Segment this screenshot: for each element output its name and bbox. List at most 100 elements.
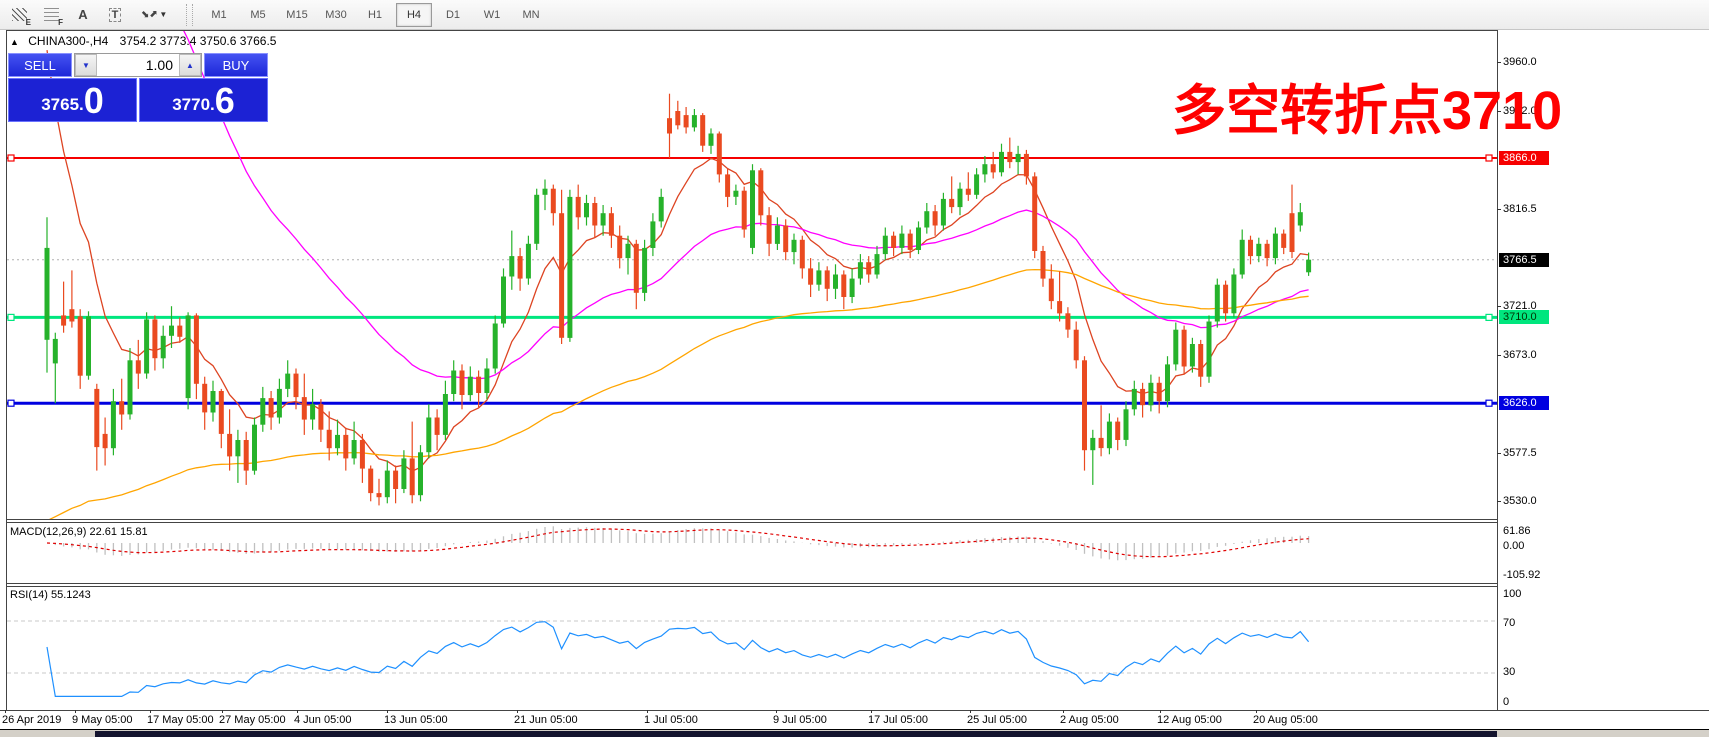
rsi-splitter-top — [6, 583, 1497, 584]
sell-price-big-digit: 0 — [83, 80, 104, 121]
macd-splitter-top — [6, 519, 1497, 520]
price-tag-3766.5: 3766.5 — [1499, 253, 1549, 267]
rsi-scale-label: 100 — [1503, 588, 1522, 600]
rsi-scale-label: 30 — [1503, 666, 1516, 678]
text-tool-icon: A — [78, 7, 88, 22]
price-axis-tick — [1497, 62, 1501, 63]
price-axis-tick — [1497, 355, 1501, 356]
time-axis-border — [0, 710, 1709, 711]
date-tick — [387, 710, 388, 713]
channel-hatch-icon — [11, 8, 27, 21]
collapse-arrow-icon[interactable]: ▲ — [10, 37, 19, 47]
timeframe-button-M5[interactable]: M5 — [250, 8, 266, 21]
price-axis-tick — [1497, 501, 1501, 502]
date-label: 9 Jul 05:00 — [773, 714, 827, 726]
text-label-icon: T — [108, 7, 122, 22]
date-label: 9 May 05:00 — [72, 714, 133, 726]
timeframe-button-W1[interactable]: W1 — [483, 8, 501, 21]
rsi-pane-canvas[interactable] — [7, 587, 1497, 710]
date-tick — [150, 710, 151, 713]
date-label: 13 Jun 05:00 — [384, 714, 448, 726]
date-tick — [517, 710, 518, 713]
rsi-scale-label: 0 — [1503, 696, 1510, 708]
timeframe-button-MN[interactable]: MN — [522, 8, 540, 21]
quote-header: ▲ CHINA300-,H4 3754.2 3773.4 3750.6 3766… — [10, 34, 276, 48]
rsi-scale-label: 70 — [1503, 617, 1516, 629]
volume-decrease-button[interactable]: ▼ — [75, 54, 97, 76]
date-label: 27 May 05:00 — [219, 714, 286, 726]
macd-label: MACD(12,26,9) 22.61 15.81 — [10, 526, 148, 538]
date-tick — [647, 710, 648, 713]
chart-left-border — [6, 30, 7, 710]
arrows-tool-button[interactable]: ⬊⬈ ▼ — [134, 3, 174, 27]
top-toolbar: E F A T ⬊⬈ ▼ M1 M5 M15 M30 H1 H4 D1 W1 MN — [0, 0, 1709, 30]
price-axis-label: 3721.0 — [1503, 300, 1537, 312]
rsi-label: RSI(14) 55.1243 — [10, 589, 91, 601]
arrows-icon: ⬊⬈ — [140, 9, 158, 20]
date-tick — [222, 710, 223, 713]
price-axis-tick — [1497, 209, 1501, 210]
price-tag-3866.0: 3866.0 — [1499, 151, 1549, 165]
price-tag-3626.0: 3626.0 — [1499, 396, 1549, 410]
timeframe-button-M30[interactable]: M30 — [325, 8, 347, 21]
volume-input[interactable]: 1.00 — [145, 57, 173, 73]
buy-button[interactable]: BUY — [204, 53, 268, 77]
timeframe-button-M15[interactable]: M15 — [286, 8, 308, 21]
text-label-tool-button[interactable]: T — [102, 3, 128, 27]
price-axis-tick — [1497, 306, 1501, 307]
ohlc-values: 3754.2 3773.4 3750.6 3766.5 — [119, 34, 277, 48]
rsi-splitter-bottom — [6, 586, 1497, 587]
date-tick — [1256, 710, 1257, 713]
date-label: 4 Jun 05:00 — [294, 714, 352, 726]
volume-increase-button[interactable]: ▲ — [179, 54, 201, 76]
volume-stepper: ▼ 1.00 ▲ — [74, 53, 202, 77]
window-bottom-border — [0, 729, 1709, 730]
chart-annotation-text: 多空转折点3710 — [1172, 81, 1563, 141]
price-axis-label: 3577.5 — [1503, 447, 1537, 459]
price-axis-label: 3673.0 — [1503, 349, 1537, 361]
date-label: 25 Jul 05:00 — [967, 714, 1027, 726]
equidistant-channel-icon[interactable]: E — [6, 3, 32, 27]
price-axis-label: 3912.0 — [1503, 105, 1537, 117]
price-axis-tick — [1497, 111, 1501, 112]
text-tool-button[interactable]: A — [70, 3, 96, 27]
date-tick — [1063, 710, 1064, 713]
fibo-lines-icon — [43, 8, 59, 21]
sell-price-panel[interactable]: 3765. 0 — [8, 78, 137, 122]
price-chart-canvas[interactable] — [7, 31, 1497, 519]
chart-top-border — [6, 30, 1497, 31]
date-tick — [871, 710, 872, 713]
chevron-down-icon: ▼ — [159, 10, 168, 19]
chart-window-background — [6, 30, 1709, 710]
clipped-candle-fragment — [0, 95, 4, 133]
date-label: 12 Aug 05:00 — [1157, 714, 1222, 726]
sell-button[interactable]: SELL — [8, 53, 72, 77]
timeframe-button-H4[interactable]: H4 — [396, 2, 432, 27]
date-tick — [5, 710, 6, 713]
macd-scale-label: 0.00 — [1503, 540, 1525, 552]
fibonacci-retracement-icon[interactable]: F — [38, 3, 64, 27]
price-axis-border — [1497, 30, 1498, 710]
background-window-edge — [95, 731, 1497, 737]
timeframe-button-M1[interactable]: M1 — [211, 8, 227, 21]
price-axis-label: 3530.0 — [1503, 495, 1537, 507]
date-label: 20 Aug 05:00 — [1253, 714, 1318, 726]
date-tick — [1160, 710, 1161, 713]
sell-price-main: 3765. — [41, 95, 84, 114]
macd-pane-canvas[interactable] — [7, 523, 1497, 583]
date-tick — [75, 710, 76, 713]
timeframe-button-group: M1 M5 M15 M30 H1 H4 D1 W1 MN — [201, 2, 552, 27]
buy-price-panel[interactable]: 3770. 6 — [139, 78, 268, 122]
macd-scale-label: -105.92 — [1503, 569, 1541, 581]
date-tick — [776, 710, 777, 713]
one-click-trading-panel: SELL ▼ 1.00 ▲ BUY 3765. 0 3770. 6 — [8, 53, 268, 122]
fibo-sub-label: F — [58, 17, 63, 27]
price-axis-label: 3960.0 — [1503, 56, 1537, 68]
price-tag-3710.0: 3710.0 — [1499, 310, 1549, 324]
macd-scale-label: 61.86 — [1503, 525, 1531, 537]
date-tick — [297, 710, 298, 713]
timeframe-button-D1[interactable]: D1 — [445, 8, 461, 21]
timeframe-button-H1[interactable]: H1 — [367, 8, 383, 21]
date-label: 21 Jun 05:00 — [514, 714, 578, 726]
channel-sub-label: E — [25, 17, 31, 27]
